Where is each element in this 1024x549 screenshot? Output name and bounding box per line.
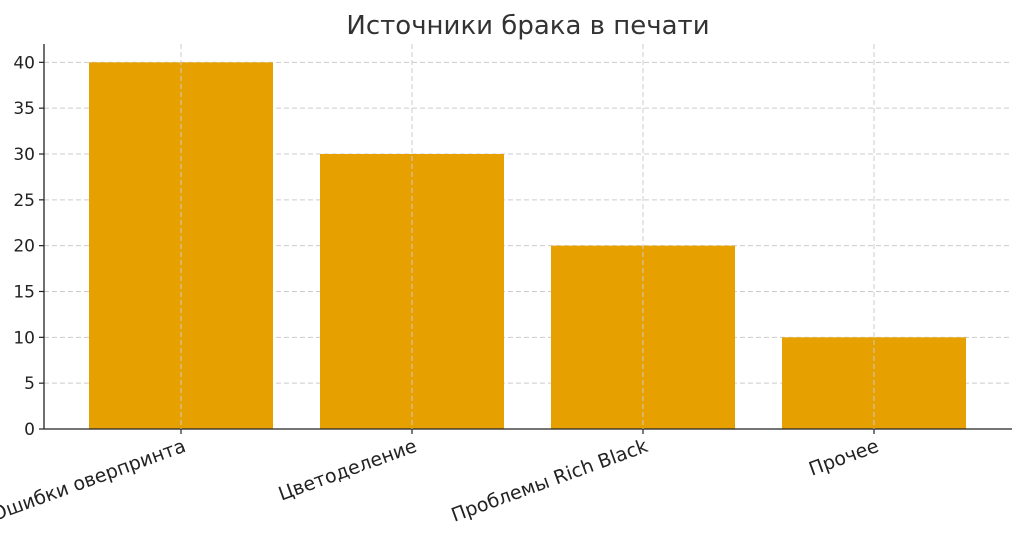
bar	[320, 154, 504, 429]
y-tick-label: 5	[24, 374, 35, 394]
x-tick-label: Прочее	[806, 435, 882, 480]
x-tick-label: Проблемы Rich Black	[448, 435, 650, 527]
y-axis-ticks: 0 5 10 15 20 25 30 35 40	[13, 53, 44, 440]
x-tick-label: Цветоделение	[276, 435, 420, 505]
chart-title: Источники брака в печати	[346, 11, 709, 41]
y-tick-label: 20	[13, 237, 35, 257]
y-tick-label: 40	[13, 53, 35, 73]
y-tick-label: 15	[13, 283, 35, 303]
y-tick-label: 10	[13, 328, 35, 348]
y-tick-label: 25	[13, 191, 35, 211]
y-tick-label: 35	[13, 99, 35, 119]
bar	[551, 245, 735, 429]
y-tick-label: 30	[13, 145, 35, 165]
y-tick-label: 0	[24, 420, 35, 440]
x-tick-label: Ошибки оверпринта	[0, 435, 189, 526]
x-axis-ticks: Ошибки оверпринта Цветоделение Проблемы Ri…	[0, 429, 882, 527]
